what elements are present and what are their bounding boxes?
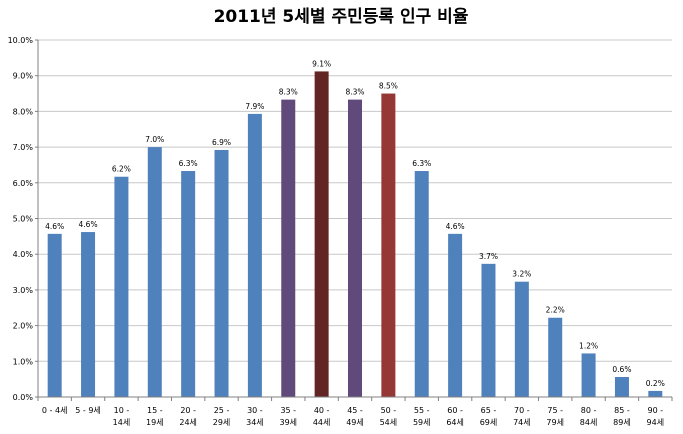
x-tick-label: 59세	[413, 418, 431, 427]
bar	[381, 93, 396, 398]
x-tick-label: 15 -	[147, 406, 163, 415]
data-label: 0.2%	[646, 379, 665, 388]
x-tick-label: 44세	[313, 418, 331, 427]
y-tick-label: 3.0%	[13, 286, 34, 295]
x-tick-label: 0 - 4세	[42, 406, 68, 415]
bar	[247, 113, 262, 398]
y-axis-ticks: 0.0% 1.0% 2.0% 3.0% 4.0% 5.0% 6.0% 7.0% 8.0% 9.0%…	[8, 36, 38, 402]
x-tick-label: 14세	[113, 418, 131, 427]
data-label: 8.5%	[379, 82, 398, 91]
x-tick-label: 34세	[246, 418, 264, 427]
x-tick-label: 60 -	[447, 406, 463, 415]
data-label: 0.6%	[612, 365, 631, 374]
x-tick-label: 74세	[513, 418, 531, 427]
data-label: 6.3%	[412, 159, 431, 168]
x-tick-label: 90 -	[648, 406, 664, 415]
bar	[81, 232, 96, 397]
bar	[414, 171, 429, 397]
x-tick-label: 24세	[179, 418, 197, 427]
chart-title: 2011년 5세별 주민등록 인구 비율	[214, 7, 469, 27]
x-tick-label: 89세	[613, 418, 631, 427]
y-tick-label: 7.0%	[13, 143, 34, 152]
y-tick-label: 1.0%	[13, 357, 34, 366]
x-tick-label: 30 -	[247, 406, 263, 415]
x-tick-label: 80 -	[581, 406, 597, 415]
data-label: 4.6%	[45, 222, 64, 231]
y-tick-label: 10.0%	[8, 36, 34, 45]
bar	[47, 233, 62, 397]
bar	[114, 176, 129, 397]
x-tick-label: 69세	[480, 418, 498, 427]
x-tick-label: 79세	[546, 418, 564, 427]
data-label: 8.3%	[345, 88, 364, 97]
x-tick-label: 94세	[647, 418, 665, 427]
x-tick-label: 5 - 9세	[75, 406, 101, 415]
y-tick-label: 6.0%	[13, 179, 34, 188]
x-tick-label: 70 -	[514, 406, 530, 415]
x-tick-label: 39세	[279, 418, 297, 427]
x-tick-label: 64세	[446, 418, 464, 427]
bar	[281, 99, 296, 397]
bars	[47, 71, 663, 398]
data-label: 6.2%	[112, 165, 131, 174]
data-label: 4.6%	[446, 222, 465, 231]
data-label: 2.2%	[546, 306, 565, 315]
x-tick-label: 55 -	[414, 406, 430, 415]
x-tick-label: 35 -	[280, 406, 296, 415]
data-label: 6.3%	[179, 159, 198, 168]
y-tick-label: 0.0%	[13, 393, 34, 402]
y-tick-label: 2.0%	[13, 322, 34, 331]
bar	[348, 99, 362, 397]
data-label: 9.1%	[312, 59, 331, 68]
data-label: 8.3%	[279, 88, 298, 97]
x-axis-ticks: 0 - 4세 5 - 9세 10 - 14세 15 - 19세 20 - 24세 25 - 29세…	[37, 397, 673, 427]
data-label: 7.9%	[245, 102, 264, 111]
data-label: 1.2%	[579, 341, 598, 350]
bar	[181, 171, 196, 397]
y-tick-label: 8.0%	[13, 107, 34, 116]
x-tick-label: 75 -	[547, 406, 563, 415]
x-tick-label: 10 -	[114, 406, 130, 415]
data-label: 3.2%	[512, 270, 531, 279]
y-tick-label: 4.0%	[13, 250, 34, 259]
x-tick-label: 19세	[146, 418, 164, 427]
bar	[448, 233, 463, 397]
bar	[514, 281, 529, 397]
x-tick-label: 29세	[213, 418, 231, 427]
x-tick-label: 40 -	[314, 406, 330, 415]
data-labels: 4.6% 4.6% 6.2% 7.0% 6.3% 6.9% 7.9% 8.3% 9.1% 8.3%…	[45, 59, 665, 388]
bar	[548, 317, 563, 397]
bar	[481, 263, 496, 397]
data-label: 4.6%	[79, 220, 98, 229]
bar	[147, 147, 162, 397]
x-tick-label: 54세	[380, 418, 398, 427]
y-tick-label: 9.0%	[13, 72, 34, 81]
bar	[581, 353, 596, 397]
bar	[214, 149, 229, 397]
x-tick-label: 25 -	[214, 406, 230, 415]
x-tick-label: 84세	[580, 418, 598, 427]
x-tick-label: 49세	[346, 418, 364, 427]
x-tick-label: 45 -	[347, 406, 363, 415]
x-tick-label: 50 -	[381, 406, 397, 415]
x-tick-label: 20 -	[180, 406, 196, 415]
y-tick-label: 5.0%	[13, 215, 34, 224]
data-label: 3.7%	[479, 252, 498, 261]
data-label: 6.9%	[212, 138, 231, 147]
bar	[614, 377, 629, 397]
data-label: 7.0%	[145, 135, 164, 144]
x-tick-label: 65 -	[481, 406, 497, 415]
bar	[314, 71, 329, 397]
bar	[648, 390, 663, 397]
x-tick-label: 85 -	[614, 406, 630, 415]
